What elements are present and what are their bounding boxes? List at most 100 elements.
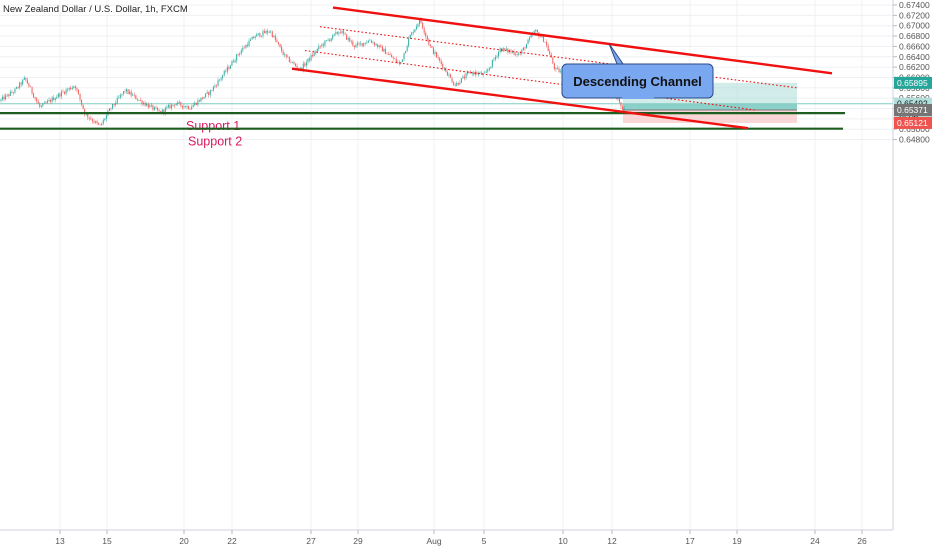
candle [384, 48, 386, 54]
candle [431, 46, 433, 48]
candle [144, 102, 146, 106]
candle [330, 38, 332, 41]
candle [259, 33, 261, 37]
price-badge [894, 104, 932, 117]
candle [336, 32, 338, 34]
candle [99, 124, 101, 126]
x-tick-label: 5 [482, 536, 487, 546]
candle [184, 106, 186, 108]
candle [491, 59, 493, 67]
y-tick-label: 0.66200 [899, 62, 930, 72]
candle [549, 51, 551, 55]
channel-upper-line[interactable] [332, 6, 833, 75]
candle [524, 47, 526, 49]
candle [302, 63, 304, 70]
candle [50, 100, 52, 102]
candle [388, 54, 390, 55]
candle [484, 72, 486, 74]
candle [257, 33, 259, 35]
x-tick-label: 12 [607, 536, 617, 546]
candle [470, 71, 472, 74]
candle [546, 41, 548, 46]
channel-mid-upper-line[interactable] [319, 26, 798, 89]
candle [515, 54, 517, 55]
candle [623, 108, 625, 110]
candle [102, 120, 104, 124]
candle [14, 88, 16, 93]
annotations: Descending Channel [561, 43, 714, 99]
candle [183, 106, 185, 108]
candle [425, 32, 427, 36]
candle [29, 86, 31, 88]
candle [339, 32, 341, 34]
candle [25, 77, 27, 80]
channel-lower-line[interactable] [291, 67, 749, 130]
candle [23, 77, 25, 80]
price-badge-label: 0.65492 [897, 99, 928, 109]
candle [2, 96, 4, 100]
candle [353, 45, 355, 48]
candle [260, 35, 262, 37]
candle [383, 48, 385, 52]
candle [233, 61, 235, 63]
candle [138, 100, 140, 101]
candle [479, 72, 481, 74]
candle [456, 82, 458, 86]
candle [153, 107, 155, 110]
candle [115, 103, 117, 105]
candle [556, 67, 558, 69]
candle [543, 36, 545, 42]
candle [250, 39, 252, 41]
x-tick-label: Aug [426, 536, 441, 546]
candle [91, 119, 93, 122]
candle [360, 43, 362, 44]
candle [487, 70, 489, 72]
candle [541, 36, 543, 38]
candle [243, 47, 245, 49]
price-axis[interactable]: 0.674000.672000.670000.668000.666000.664… [892, 0, 932, 530]
candle [246, 45, 248, 47]
time-axis[interactable]: 13 15 20 22 27 29 Aug 5 10 12 17 19 24 26 [0, 529, 893, 546]
candle [310, 55, 312, 61]
x-tick-label: 10 [558, 536, 568, 546]
candle [406, 46, 408, 52]
candle [51, 97, 53, 102]
candle [164, 107, 166, 113]
candle [239, 53, 241, 55]
candle [463, 76, 465, 79]
price-badge [894, 76, 932, 89]
candle [203, 96, 205, 99]
candle [76, 88, 78, 90]
candle [12, 92, 14, 94]
chart-title: New Zealand Dollar / U.S. Dollar, 1h, FX… [3, 4, 188, 15]
candle [206, 92, 208, 94]
candle [417, 24, 419, 27]
candle [186, 106, 188, 108]
candle [34, 97, 36, 99]
candle [16, 87, 18, 89]
candle [285, 54, 287, 57]
candle [105, 115, 107, 120]
loss-zone[interactable] [623, 110, 797, 123]
price-badge-label: 0.65121 [897, 118, 928, 128]
candle [248, 40, 250, 47]
candle [296, 66, 298, 69]
candle [448, 74, 450, 76]
candle [415, 26, 417, 30]
candle [344, 33, 346, 35]
candle [195, 102, 197, 105]
candle [288, 56, 290, 63]
candle [5, 95, 7, 100]
candle [437, 57, 439, 58]
candle [46, 101, 48, 103]
candle [60, 91, 62, 97]
candle [481, 72, 483, 75]
candle [180, 102, 182, 106]
candle [374, 42, 376, 46]
candle [254, 36, 256, 39]
candle [547, 45, 549, 52]
candle [363, 42, 365, 46]
candle [622, 106, 624, 110]
candle [617, 98, 619, 100]
